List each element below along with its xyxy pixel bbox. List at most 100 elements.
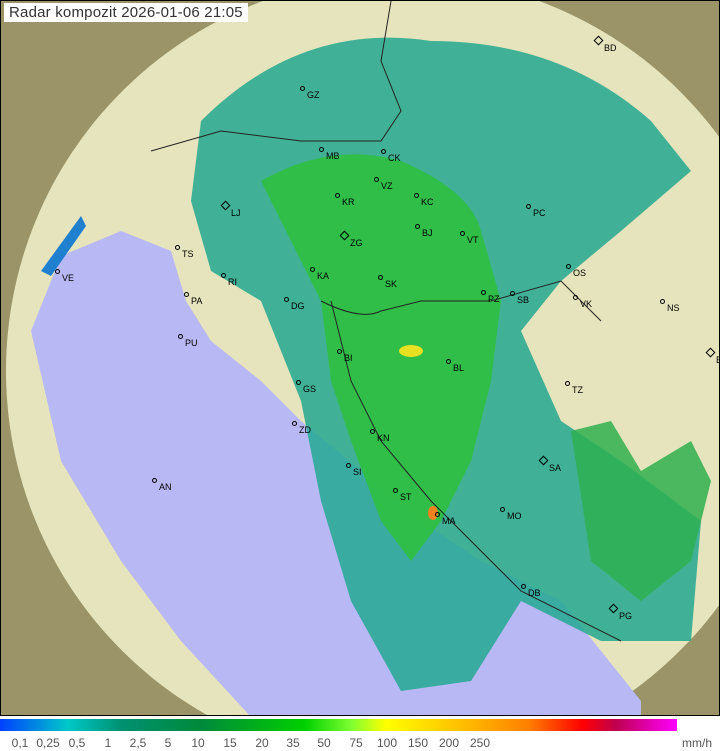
city-dot-icon bbox=[500, 507, 505, 512]
city-label: KA bbox=[317, 271, 330, 281]
city-dot-icon bbox=[335, 193, 340, 198]
legend-tick: 0,25 bbox=[36, 736, 60, 750]
border-line bbox=[320, 280, 602, 322]
color-scale-bar bbox=[0, 719, 677, 731]
city-dot-icon bbox=[370, 429, 375, 434]
city-dot-icon bbox=[415, 224, 420, 229]
legend-tick: 20 bbox=[255, 736, 269, 750]
city-dot-icon bbox=[296, 380, 301, 385]
radar-map[interactable]: Radar kompozit 2026-01-06 21:05 BD GZ MB CK… bbox=[0, 0, 720, 716]
city-dot-icon bbox=[55, 269, 60, 274]
city-label: KC bbox=[421, 197, 434, 207]
city-dot-icon bbox=[521, 584, 526, 589]
city-label: ST bbox=[400, 492, 412, 502]
city-label: CK bbox=[388, 153, 401, 163]
city-label: ZG bbox=[350, 238, 363, 248]
map-title: Radar kompozit 2026-01-06 21:05 bbox=[4, 3, 248, 22]
city-dot-icon bbox=[310, 267, 315, 272]
city-dot-icon bbox=[435, 512, 440, 517]
city-dot-icon bbox=[319, 147, 324, 152]
city-dot-icon bbox=[346, 463, 351, 468]
city-label: GS bbox=[303, 384, 317, 394]
city-label: DG bbox=[291, 301, 305, 311]
city-label: SK bbox=[385, 279, 398, 289]
city-dot-icon bbox=[292, 421, 297, 426]
city-label: MO bbox=[507, 511, 522, 521]
city-label: SB bbox=[517, 295, 530, 305]
city-dot-icon bbox=[374, 177, 379, 182]
city-dot-icon bbox=[152, 478, 157, 483]
city-label: LJ bbox=[231, 208, 241, 218]
legend-tick: 150 bbox=[407, 736, 429, 750]
city-label: VT bbox=[467, 235, 479, 245]
city-label: BD bbox=[604, 43, 617, 53]
legend-tick: 5 bbox=[164, 736, 172, 750]
city-label: VZ bbox=[381, 181, 393, 191]
city-dot-icon bbox=[526, 204, 531, 209]
city-label: TS bbox=[182, 249, 194, 259]
legend-tick: 0,1 bbox=[11, 736, 29, 750]
city-dot-icon bbox=[284, 297, 289, 302]
legend-tick: 35 bbox=[286, 736, 300, 750]
city-dot-icon bbox=[393, 488, 398, 493]
heavy-rain-cell bbox=[399, 345, 423, 357]
legend-tick: 10 bbox=[191, 736, 205, 750]
city-label: PG bbox=[619, 611, 633, 621]
city-label: PZ bbox=[488, 294, 500, 304]
legend-tick: 75 bbox=[349, 736, 363, 750]
city-label: KR bbox=[342, 197, 355, 207]
city-dot-icon bbox=[510, 291, 515, 296]
city-label: AN bbox=[159, 482, 172, 492]
city-dot-icon bbox=[378, 275, 383, 280]
legend-tick: 1 bbox=[104, 736, 112, 750]
legend-tick: 15 bbox=[223, 736, 237, 750]
city-dot-icon bbox=[566, 264, 571, 269]
legend-tick: 200 bbox=[438, 736, 460, 750]
radar-echo-east bbox=[571, 421, 711, 601]
border-line bbox=[330, 300, 622, 642]
city-dot-icon bbox=[337, 349, 342, 354]
city-label: SI bbox=[353, 467, 362, 477]
border-line bbox=[150, 1, 402, 152]
city-dot-icon bbox=[460, 231, 465, 236]
city-dot-icon bbox=[300, 86, 305, 91]
radar-echo-west bbox=[41, 216, 86, 276]
city-label: VE bbox=[62, 273, 75, 283]
city-dot-icon bbox=[221, 273, 226, 278]
legend-unit: mm/h bbox=[682, 736, 712, 750]
map-background bbox=[1, 1, 719, 715]
city-label: ZD bbox=[299, 425, 311, 435]
city-dot-icon bbox=[446, 359, 451, 364]
city-label: TZ bbox=[572, 385, 583, 395]
city-label: GZ bbox=[307, 90, 320, 100]
city-label: PA bbox=[191, 296, 203, 306]
legend-tick: 0,5 bbox=[68, 736, 86, 750]
legend-tick: 50 bbox=[317, 736, 331, 750]
city-label: PU bbox=[185, 338, 198, 348]
city-label: DB bbox=[528, 588, 541, 598]
city-label: MA bbox=[442, 516, 456, 526]
city-label: BI bbox=[344, 353, 353, 363]
city-label: BJ bbox=[422, 228, 433, 238]
city-label: KN bbox=[377, 433, 390, 443]
city-label: RI bbox=[228, 277, 237, 287]
city-dot-icon bbox=[175, 245, 180, 250]
city-dot-icon bbox=[178, 334, 183, 339]
city-label: BL bbox=[453, 363, 465, 373]
city-label: VK bbox=[580, 299, 593, 309]
city-dot-icon bbox=[481, 290, 486, 295]
color-scale-legend: 0,1 0,25 0,5 1 2,5 5 10 15 20 35 50 75 100 150 200 250 … bbox=[0, 719, 720, 751]
city-label: SA bbox=[549, 463, 562, 473]
city-dot-icon bbox=[565, 381, 570, 386]
city-dot-icon bbox=[184, 292, 189, 297]
city-label: BG bbox=[716, 355, 719, 365]
radar-echo-moderate bbox=[261, 154, 501, 562]
city-label: OS bbox=[573, 268, 587, 278]
city-dot-icon bbox=[381, 149, 386, 154]
city-dot-icon bbox=[573, 295, 578, 300]
city-dot-icon bbox=[414, 193, 419, 198]
city-label: PC bbox=[533, 208, 546, 218]
city-label: MB bbox=[326, 151, 340, 161]
city-label: NS bbox=[667, 303, 680, 313]
legend-tick: 250 bbox=[469, 736, 491, 750]
